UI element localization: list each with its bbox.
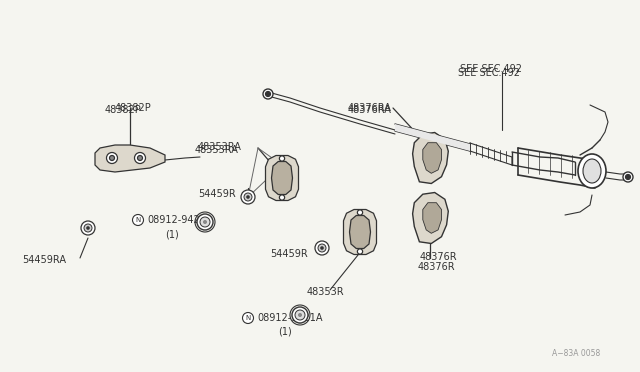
Text: 48353RA: 48353RA xyxy=(195,145,239,155)
Text: 48376RA: 48376RA xyxy=(348,105,392,115)
Circle shape xyxy=(106,153,118,164)
Circle shape xyxy=(86,226,90,230)
Text: 08912-9421A: 08912-9421A xyxy=(257,313,323,323)
Ellipse shape xyxy=(578,154,606,188)
Text: 54459R: 54459R xyxy=(270,249,308,259)
Text: 48376RA: 48376RA xyxy=(348,103,392,113)
Circle shape xyxy=(200,217,210,227)
Ellipse shape xyxy=(583,159,601,183)
Text: SEE SEC.492: SEE SEC.492 xyxy=(458,68,520,78)
Text: 48376R: 48376R xyxy=(418,262,456,272)
Polygon shape xyxy=(344,209,376,254)
Circle shape xyxy=(292,307,308,323)
Polygon shape xyxy=(395,124,470,151)
Circle shape xyxy=(81,221,95,235)
Circle shape xyxy=(298,313,302,317)
Circle shape xyxy=(623,172,633,182)
Circle shape xyxy=(315,241,329,255)
Circle shape xyxy=(246,195,250,199)
Text: A−83A 0058: A−83A 0058 xyxy=(552,349,600,358)
Text: SEE SEC.492: SEE SEC.492 xyxy=(460,64,522,74)
Circle shape xyxy=(357,249,363,254)
Text: N: N xyxy=(245,315,251,321)
Circle shape xyxy=(84,224,92,232)
Polygon shape xyxy=(349,215,371,248)
Circle shape xyxy=(197,214,213,230)
Circle shape xyxy=(109,155,115,160)
Polygon shape xyxy=(413,192,448,244)
Text: 08912-9421A: 08912-9421A xyxy=(147,215,212,225)
Text: N: N xyxy=(136,217,141,223)
Circle shape xyxy=(295,310,305,320)
Text: 48353RA: 48353RA xyxy=(198,142,242,152)
Text: 48353R: 48353R xyxy=(307,287,344,297)
Polygon shape xyxy=(423,203,442,233)
Text: 48382P: 48382P xyxy=(105,105,141,115)
Text: 48376R: 48376R xyxy=(420,252,458,262)
Circle shape xyxy=(266,92,271,96)
Polygon shape xyxy=(271,161,292,195)
Text: 54459RA: 54459RA xyxy=(22,255,66,265)
Text: 48382P: 48382P xyxy=(115,103,152,113)
Circle shape xyxy=(280,156,285,161)
Circle shape xyxy=(203,220,207,224)
Circle shape xyxy=(243,312,253,324)
Circle shape xyxy=(320,246,324,250)
Text: (1): (1) xyxy=(165,229,179,239)
Polygon shape xyxy=(423,143,442,173)
Polygon shape xyxy=(266,155,298,201)
Circle shape xyxy=(241,190,255,204)
Circle shape xyxy=(318,244,326,252)
Circle shape xyxy=(280,195,285,200)
Text: (1): (1) xyxy=(278,327,292,337)
Polygon shape xyxy=(413,132,448,183)
Circle shape xyxy=(244,193,252,201)
Circle shape xyxy=(138,155,143,160)
Circle shape xyxy=(357,210,363,215)
Polygon shape xyxy=(95,145,165,172)
Circle shape xyxy=(132,215,143,225)
Circle shape xyxy=(625,174,630,180)
Circle shape xyxy=(263,89,273,99)
Circle shape xyxy=(134,153,145,164)
Text: 54459R: 54459R xyxy=(198,189,236,199)
